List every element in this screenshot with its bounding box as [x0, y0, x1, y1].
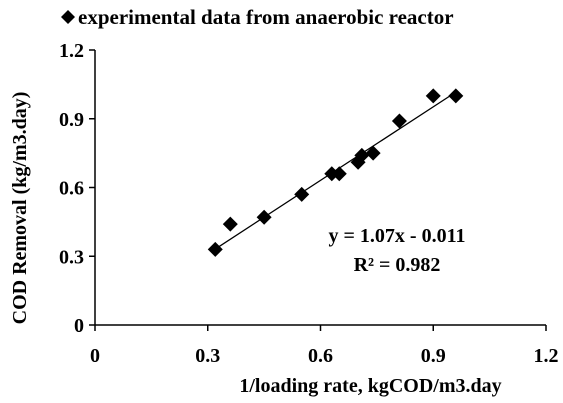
y-tick-label: 1.2 — [59, 40, 84, 62]
y-axis-ticks: 0 0.3 0.6 0.9 1.2 — [59, 40, 95, 337]
axes: 0 0.3 0.6 0.9 1.2 0 0.3 0.6 0.9 1.2 — [59, 40, 559, 367]
legend-marker — [61, 10, 75, 24]
data-point — [391, 113, 407, 129]
y-tick-label: 0.6 — [59, 178, 84, 200]
y-tick-label: 0.3 — [59, 246, 84, 268]
data-point — [365, 145, 381, 161]
data-point — [331, 166, 347, 182]
data-point — [294, 186, 310, 202]
data-point — [425, 88, 441, 104]
trendline-equation: y = 1.07x - 0.011 — [329, 225, 466, 247]
data-point — [256, 209, 272, 225]
x-axis-ticks: 0 0.3 0.6 0.9 1.2 — [90, 325, 559, 367]
data-point — [354, 147, 370, 163]
legend-label: experimental data from anaerobic reactor — [78, 5, 454, 29]
x-tick-label: 0.6 — [308, 345, 333, 367]
x-tick-label: 0.3 — [195, 345, 220, 367]
x-axis-label: 1/loading rate, kgCOD/m3.day — [239, 375, 501, 397]
x-tick-label: 0.9 — [421, 345, 446, 367]
y-tick-label: 0 — [74, 315, 84, 337]
y-axis-label: COD Removal (kg/m3.day) — [9, 92, 31, 325]
legend: experimental data from anaerobic reactor — [61, 5, 454, 29]
y-tick-label: 0.9 — [59, 109, 84, 131]
data-point — [222, 216, 238, 232]
x-tick-label: 1.2 — [534, 345, 559, 367]
data-point — [207, 241, 223, 257]
x-tick-label: 0 — [90, 345, 100, 367]
data-points — [207, 88, 464, 257]
r-squared-label: R² = 0.982 — [354, 254, 441, 276]
data-point — [324, 166, 340, 182]
data-point — [448, 88, 464, 104]
